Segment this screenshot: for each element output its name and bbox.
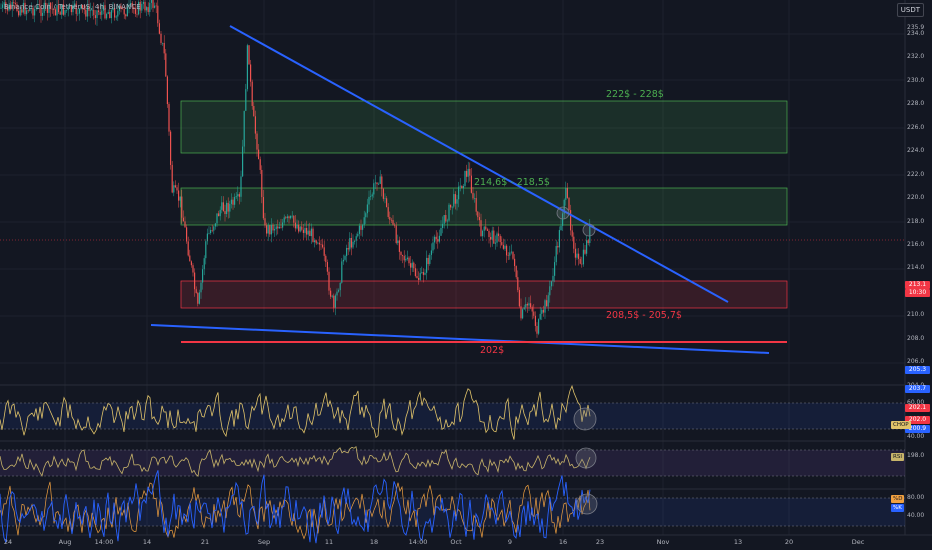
stoch-level-80: 80.00	[907, 494, 925, 501]
price-tick: 232.0	[907, 53, 925, 61]
time-tick: 24	[3, 538, 13, 546]
price-tag-countdown: 10:30	[905, 288, 930, 297]
stoch-level-40: 40.00	[907, 512, 925, 519]
currency-button[interactable]: USDT	[896, 3, 924, 17]
zone-middle-label: 214,6$ - 218,5$	[474, 177, 550, 188]
stoch-d-tag: %D	[891, 495, 905, 503]
chop-band	[0, 403, 905, 429]
price-tick: 218.0	[907, 217, 925, 225]
zone-middle-rect	[180, 187, 788, 226]
time-tick: Sep	[257, 538, 271, 546]
price-tick: 198.0	[907, 451, 925, 459]
time-tick: 21	[200, 538, 210, 546]
price-tag: 213.1	[905, 280, 930, 289]
support-line-label: 202$	[480, 345, 505, 356]
time-tick: 20	[784, 538, 794, 546]
price-tick: 220.0	[907, 194, 925, 202]
price-tick: 228.0	[907, 100, 925, 108]
zone-upper-rect	[180, 100, 788, 154]
stoch-k-line	[0, 470, 591, 544]
price-tag: 203.7	[905, 385, 930, 394]
time-tick: 13	[733, 538, 743, 546]
price-tag: 205.3	[905, 366, 930, 375]
stoch-circle	[576, 493, 598, 515]
price-tick: 222.0	[907, 170, 925, 178]
price-tick: 214.0	[907, 264, 925, 272]
chop-level-60: 60.00	[907, 399, 925, 406]
grid	[0, 0, 905, 535]
time-tick: 14:00	[94, 538, 114, 546]
price-tick: 226.0	[907, 123, 925, 131]
time-tick: 16	[558, 538, 568, 546]
price-axis-top: 235.9	[907, 24, 925, 31]
time-tick: 18	[369, 538, 379, 546]
time-tick: 9	[507, 538, 513, 546]
time-tick: Dec	[851, 538, 865, 546]
price-tick: 224.0	[907, 147, 925, 155]
chop-circle	[573, 407, 597, 431]
zone-lower-label: 208,5$ - 205,7$	[606, 310, 682, 321]
time-tick: 14	[142, 538, 152, 546]
symbol-title: Binance Coin / TetherUS, 4h, BINANCE	[4, 3, 141, 11]
price-tick: 210.0	[907, 311, 925, 319]
price-tick: 208.0	[907, 334, 925, 342]
price-tick: 234.0	[907, 30, 925, 37]
touch-circle-1	[556, 206, 570, 220]
rsi-line	[0, 445, 591, 477]
time-tick: 23	[595, 538, 605, 546]
price-tag: 202.0	[905, 415, 930, 424]
price-tag: 202.1	[905, 403, 930, 412]
chop-tag: CHOP	[891, 421, 911, 429]
chop-level-40: 40.00	[907, 433, 925, 440]
time-tick: Oct	[450, 538, 462, 546]
zone-lower-rect	[180, 280, 788, 309]
time-tick: Nov	[656, 538, 670, 546]
chop-line	[0, 384, 591, 440]
price-tick: 216.0	[907, 240, 925, 248]
stoch-k-tag: %K	[891, 504, 904, 512]
price-tick: 204.0	[907, 382, 929, 389]
price-tag: 200.9	[905, 424, 930, 433]
time-tick: 11	[324, 538, 334, 546]
time-tick: 14:00	[408, 538, 428, 546]
stoch-d-line	[0, 481, 591, 540]
descending-trendline	[229, 25, 729, 303]
touch-circle-2	[582, 223, 596, 237]
candles	[0, 0, 591, 338]
price-tick: 206.0	[907, 358, 925, 366]
rsi-circle	[575, 447, 597, 469]
price-tick: 230.0	[907, 76, 925, 84]
rsi-band	[0, 450, 905, 476]
zone-upper-label: 222$ - 228$	[606, 89, 664, 100]
rsi-tag: RSI	[891, 453, 904, 461]
lower-trendline	[150, 324, 770, 354]
time-tick: Aug	[58, 538, 72, 546]
